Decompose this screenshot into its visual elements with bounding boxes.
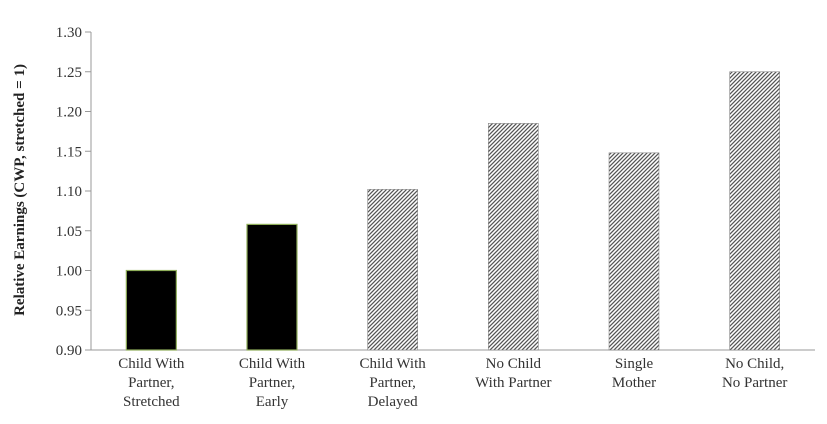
x-category-label: Delayed — [368, 394, 418, 410]
x-category-label: Early — [256, 394, 289, 410]
y-tick-label: 1.15 — [56, 144, 82, 160]
y-tick-label: 1.00 — [56, 264, 82, 280]
y-axis: 0.90 0.95 1.00 1.05 1.10 1.15 1.20 1.25 1.30 — [56, 25, 815, 359]
x-category-label: Partner, — [249, 375, 295, 391]
x-category-label: No Child — [486, 356, 542, 372]
y-tick-label: 1.10 — [56, 184, 82, 200]
x-category-label: No Partner — [722, 375, 787, 391]
x-category-label: Partner, — [128, 375, 174, 391]
x-category-label: Single — [615, 356, 654, 372]
bars — [125, 71, 780, 351]
bar — [729, 71, 780, 351]
bar — [488, 123, 539, 351]
bar — [125, 269, 177, 351]
y-tick-label: 1.30 — [56, 25, 82, 41]
y-tick-label: 1.25 — [56, 65, 82, 81]
x-category-label: Child With — [239, 356, 306, 372]
x-category-label: With Partner — [475, 375, 551, 391]
y-tick-label: 0.95 — [56, 303, 82, 319]
x-category-label: Stretched — [123, 394, 180, 410]
bar — [246, 223, 298, 351]
x-category-label: Child With — [360, 356, 427, 372]
x-category-label: Mother — [612, 375, 656, 391]
bar — [608, 152, 660, 351]
x-category-label: No Child, — [725, 356, 784, 372]
category-labels: Child With Partner, Stretched Child With Par… — [118, 356, 787, 410]
y-tick-label: 0.90 — [56, 343, 82, 359]
y-tick-label: 1.20 — [56, 105, 82, 121]
y-axis-label: Relative Earnings (CWP, stretched = 1) — [12, 64, 28, 316]
y-tick-label: 1.05 — [56, 224, 82, 240]
x-category-label: Partner, — [369, 375, 415, 391]
bar — [367, 189, 418, 351]
x-category-label: Child With — [118, 356, 185, 372]
